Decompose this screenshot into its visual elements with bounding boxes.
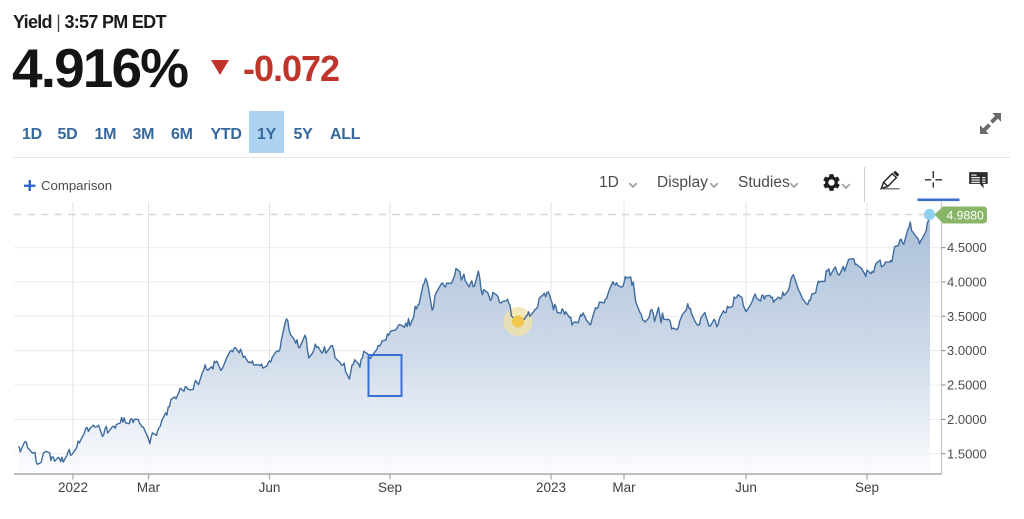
svg-text:Sep: Sep — [378, 480, 402, 495]
svg-text:2.5000: 2.5000 — [947, 378, 987, 393]
svg-text:Jun: Jun — [259, 480, 281, 495]
svg-text:2023: 2023 — [536, 480, 566, 495]
svg-text:2.0000: 2.0000 — [947, 412, 987, 427]
svg-text:1.5000: 1.5000 — [947, 446, 987, 461]
svg-text:4.9880: 4.9880 — [947, 208, 984, 222]
svg-text:Jun: Jun — [735, 480, 757, 495]
svg-text:4.0000: 4.0000 — [947, 275, 987, 290]
svg-text:3.0000: 3.0000 — [947, 343, 987, 358]
svg-text:Mar: Mar — [137, 480, 161, 495]
svg-text:Mar: Mar — [612, 480, 636, 495]
svg-text:Sep: Sep — [855, 480, 879, 495]
svg-text:2022: 2022 — [58, 480, 88, 495]
svg-text:4.5000: 4.5000 — [947, 240, 987, 255]
svg-text:3.5000: 3.5000 — [947, 309, 987, 324]
